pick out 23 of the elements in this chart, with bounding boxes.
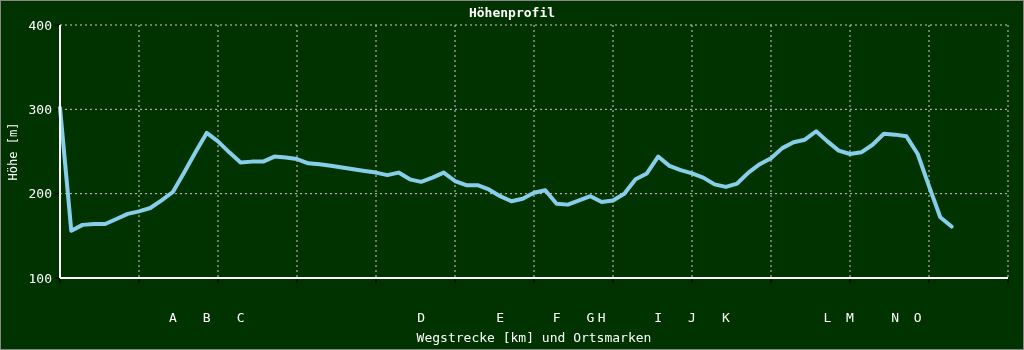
x-tick-label: E <box>496 310 505 325</box>
x-tick-label: G <box>586 310 595 325</box>
x-axis-title: Wegstrecke [km] und Ortsmarken <box>416 330 652 345</box>
x-tick-label: A <box>168 310 177 325</box>
y-tick-label: 200 <box>28 186 52 202</box>
x-tick-label: H <box>597 310 606 325</box>
y-tick-label: 400 <box>28 17 52 33</box>
x-tick-label: J <box>688 310 696 325</box>
y-tick-label: 300 <box>28 101 52 117</box>
x-tick-label: I <box>654 310 663 325</box>
x-tick-label: N <box>891 310 900 325</box>
x-tick-label: B <box>202 310 211 325</box>
x-tick-label: D <box>417 310 426 325</box>
line-series <box>58 105 954 233</box>
chart-title: Höhenprofil <box>468 5 556 20</box>
x-tick-label: L <box>823 310 832 325</box>
x-tick-label: F <box>552 310 561 325</box>
x-tick-label: M <box>846 310 855 325</box>
y-axis-title: Höhe [m] <box>6 122 20 181</box>
y-tick-label: 100 <box>28 270 52 286</box>
x-tick-label: O <box>913 310 922 325</box>
x-tick-label: K <box>721 310 730 325</box>
x-tick-label: C <box>236 310 245 325</box>
